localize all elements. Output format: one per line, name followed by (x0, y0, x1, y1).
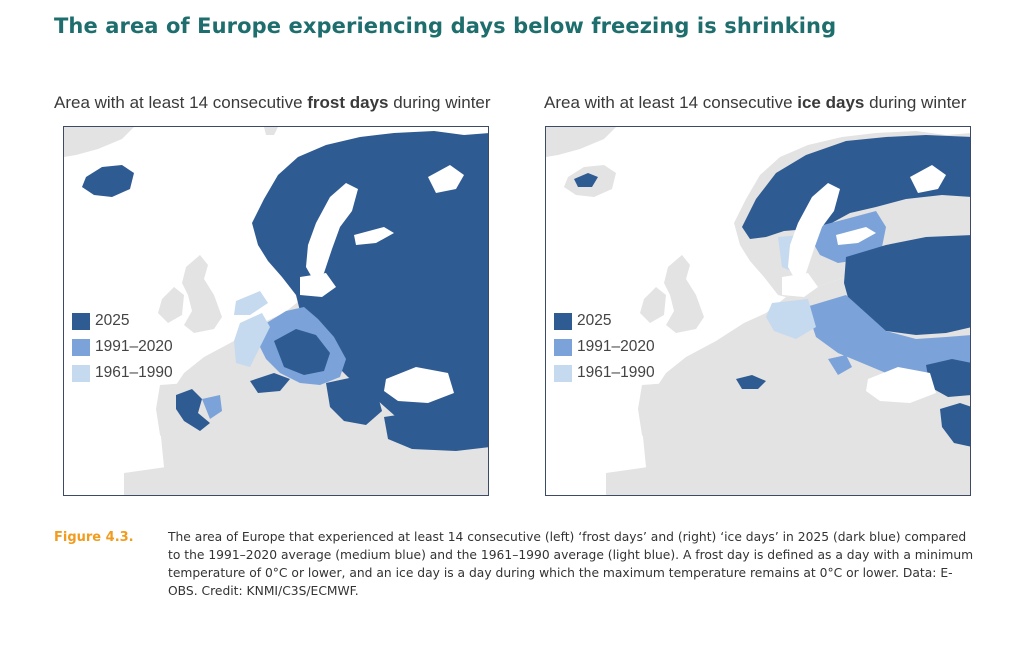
ireland-land (640, 287, 666, 323)
legend-label-1961-1990: 1961–1990 (95, 364, 173, 381)
legend-label-2025: 2025 (577, 312, 612, 329)
black-sea (384, 367, 454, 403)
legend-swatch-1991-2020 (72, 339, 90, 356)
ice-days-map: 2025 1991–2020 1961–1990 (545, 126, 971, 496)
frost-1961-1990-lowlands (234, 291, 268, 315)
figure-caption: The area of Europe that experienced at l… (168, 530, 974, 598)
corsica-land (754, 423, 764, 437)
ice-days-map-graphic (546, 127, 970, 495)
baltic-south (782, 273, 818, 297)
figure-label: Figure 4.3. (54, 530, 134, 545)
arctic-island (264, 127, 278, 135)
italy-land (760, 389, 808, 461)
right-map-title: Area with at least 14 consecutive ice da… (544, 93, 966, 113)
right-map-title-prefix: Area with at least 14 consecutive (544, 93, 798, 112)
right-map-title-suffix: during winter (864, 93, 967, 112)
left-map-title-suffix: during winter (388, 93, 491, 112)
gulf-of-finland (836, 227, 876, 245)
ice-2025-russia (844, 235, 970, 335)
iberia-land (638, 381, 714, 455)
frost-2025-northeast (252, 131, 488, 447)
left-map-title-bold: frost days (307, 93, 389, 112)
frost-2025-iberia (176, 389, 210, 431)
ice-1991-2020-carpathians (828, 355, 852, 375)
baltic-sea (306, 183, 358, 281)
italy-land (278, 389, 326, 461)
white-sea (910, 165, 946, 193)
ice-2025-north (742, 135, 970, 239)
north-africa-land (606, 463, 970, 495)
sardinia-land (754, 441, 766, 455)
white-sea (428, 165, 464, 193)
black-sea (866, 367, 936, 403)
legend-swatch-2025 (72, 313, 90, 330)
frost-2025-alps (250, 373, 290, 393)
ice-2025-alps (736, 375, 766, 389)
ice-1961-1990-poland (766, 299, 816, 339)
ice-2025-caucasus (940, 403, 970, 447)
frost-2025-central (274, 329, 330, 375)
ice-2025-east-patch (926, 359, 970, 397)
britain-land (664, 255, 704, 333)
north-africa-land (124, 463, 488, 495)
legend-swatch-1991-2020 (554, 339, 572, 356)
frost-1991-2020-iberia (202, 395, 222, 419)
left-map-title-prefix: Area with at least 14 consecutive (54, 93, 308, 112)
frost-2025-anatolia (384, 411, 488, 451)
sardinia-land (272, 441, 284, 455)
corsica-land (272, 423, 282, 437)
frost-days-map: 2025 1991–2020 1961–1990 (63, 126, 489, 496)
greenland-land (546, 127, 616, 157)
legend-label-1961-1990: 1961–1990 (577, 364, 655, 381)
legend-swatch-1961-1990 (554, 365, 572, 382)
legend-label-1991-2020: 1991–2020 (577, 338, 655, 355)
iceland-region (82, 165, 134, 197)
frost-2025-balkans (326, 377, 382, 425)
ireland-land (158, 287, 184, 323)
frost-1961-1990-west (234, 313, 270, 367)
legend-swatch-2025 (554, 313, 572, 330)
britain-land (182, 255, 222, 333)
legend-swatch-1961-1990 (72, 365, 90, 382)
figure-title: The area of Europe experiencing days bel… (54, 14, 837, 38)
baltic-sea (788, 183, 840, 281)
legend-label-1991-2020: 1991–2020 (95, 338, 173, 355)
baltic-south (300, 273, 336, 297)
greenland-land (64, 127, 134, 157)
left-map-title: Area with at least 14 consecutive frost … (54, 93, 491, 113)
frost-days-map-graphic (64, 127, 488, 495)
gulf-of-finland (354, 227, 394, 245)
right-map-title-bold: ice days (797, 93, 865, 112)
ice-2025-iceland (574, 173, 598, 187)
legend-label-2025: 2025 (95, 312, 130, 329)
